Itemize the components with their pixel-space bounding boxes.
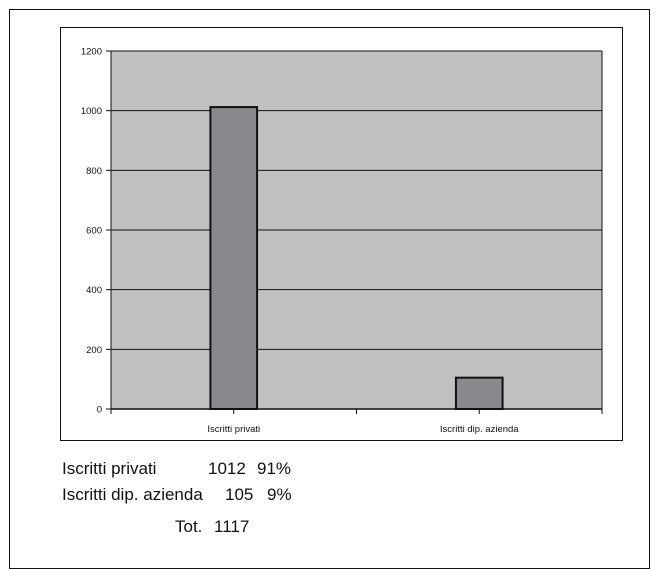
summary-label: Iscritti privati xyxy=(62,456,156,482)
summary-value: 105 xyxy=(225,482,253,508)
bar xyxy=(456,378,503,409)
y-tick-label: 1000 xyxy=(81,106,102,117)
y-tick-label: 200 xyxy=(86,345,102,356)
summary-percent: 9% xyxy=(267,482,292,508)
y-axis: 0 200 400 600 800 1000 1200 xyxy=(81,47,111,416)
summary-label: Iscritti dip. azienda xyxy=(62,482,203,508)
y-tick-label: 0 xyxy=(97,405,102,416)
summary-value: 1012 xyxy=(208,456,246,482)
y-tick-label: 1200 xyxy=(81,47,102,58)
x-axis: Iscritti privati Iscritti dip. azienda xyxy=(111,409,602,435)
summary-total-label: Tot. xyxy=(175,514,202,540)
y-tick-label: 800 xyxy=(86,166,102,177)
x-tick-label: Iscritti dip. azienda xyxy=(440,424,519,435)
summary-total-value: 1117 xyxy=(214,514,249,540)
x-tick-label: Iscritti privati xyxy=(207,424,260,435)
chart-frame: 020040060080010001200 Iscritti privatiIs… xyxy=(60,27,623,441)
bar-chart: 020040060080010001200 Iscritti privatiIs… xyxy=(61,28,622,440)
y-tick-label: 600 xyxy=(86,226,102,237)
y-tick-label: 400 xyxy=(86,285,102,296)
summary-percent: 91% xyxy=(257,456,291,482)
bar xyxy=(210,107,257,409)
